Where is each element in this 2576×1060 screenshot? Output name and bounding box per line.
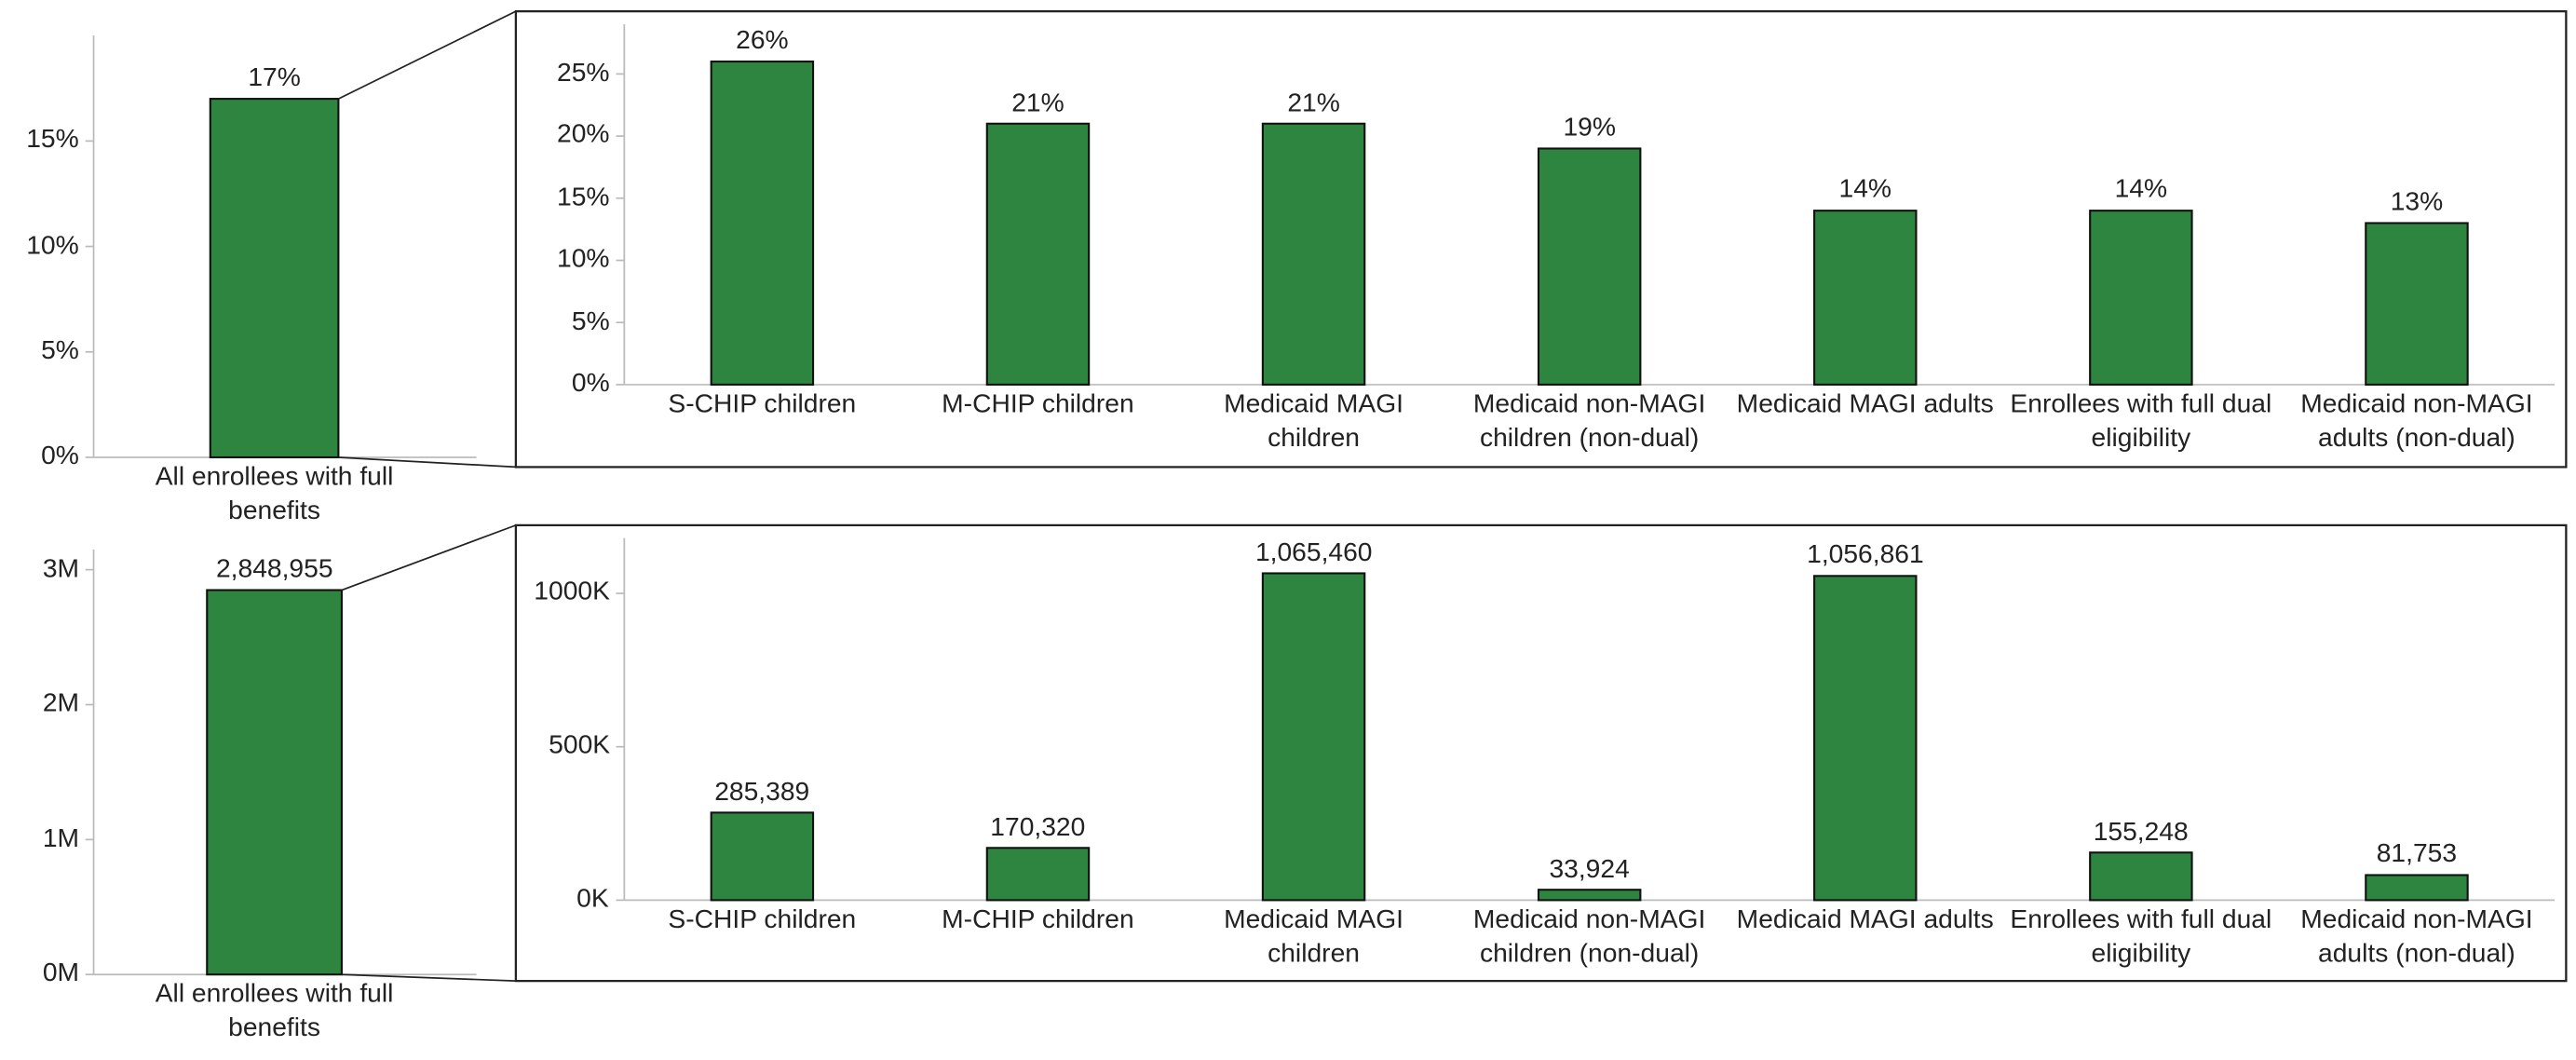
- panel-frame: [514, 523, 2568, 983]
- x-tick-label: Medicaid MAGI children: [1224, 906, 1404, 969]
- value-label: 2,848,955: [215, 556, 333, 584]
- bar: [1537, 147, 1642, 386]
- bar: [710, 811, 815, 902]
- value-label: 21%: [1011, 89, 1064, 117]
- y-tick-label: 2M: [42, 689, 80, 718]
- bar: [1813, 575, 1918, 902]
- zoom-connector: [341, 973, 516, 983]
- zoom-connector: [337, 10, 517, 100]
- x-tick-label: Medicaid non-MAGI adults (non-dual): [2300, 390, 2533, 453]
- y-tick-label: 0%: [571, 370, 610, 398]
- x-tick-label: S-CHIP children: [668, 390, 857, 419]
- bar: [1261, 122, 1366, 386]
- x-tick-label: Enrollees with full dual eligibility: [2010, 906, 2272, 969]
- x-tick-label: Enrollees with full dual eligibility: [2010, 390, 2272, 453]
- value-label: 21%: [1287, 89, 1340, 117]
- bar: [985, 847, 1091, 902]
- bar: [2089, 210, 2193, 386]
- value-label: 33,924: [1549, 855, 1630, 884]
- value-label: 13%: [2390, 189, 2444, 217]
- y-tick-label: 5%: [571, 307, 610, 336]
- bar: [1537, 889, 1642, 902]
- bar: [2365, 222, 2469, 386]
- x-tick-label: M-CHIP children: [942, 906, 1134, 934]
- x-tick-label: Medicaid non-MAGI children (non-dual): [1472, 390, 1706, 453]
- value-label: 81,753: [2376, 841, 2458, 869]
- bar: [1261, 572, 1366, 902]
- value-label: 26%: [736, 27, 789, 56]
- y-tick-label: 15%: [26, 126, 79, 155]
- y-tick-label: 10%: [556, 245, 610, 274]
- value-label: 14%: [1838, 176, 1892, 205]
- value-label: 1,056,861: [1807, 541, 1924, 570]
- y-tick-label: 10%: [26, 231, 79, 260]
- x-tick-label: Medicaid MAGI adults: [1736, 390, 1994, 419]
- panel-frame: [514, 10, 2568, 469]
- bar: [1813, 210, 1918, 386]
- value-label: 14%: [2114, 176, 2168, 205]
- bar: [985, 122, 1091, 386]
- value-label: 1,065,460: [1254, 539, 1373, 567]
- y-tick-label: 1000K: [534, 578, 610, 606]
- bar: [206, 589, 343, 976]
- y-tick-label: 3M: [42, 554, 80, 583]
- y-tick-label: 5%: [41, 337, 79, 365]
- x-tick-label: Medicaid MAGI children: [1224, 390, 1404, 453]
- y-tick-label: 20%: [556, 121, 610, 149]
- zoom-connector: [338, 456, 516, 469]
- x-tick-label: Medicaid non-MAGI children (non-dual): [1472, 906, 1706, 969]
- value-label: 19%: [1563, 114, 1616, 143]
- x-tick-label: Medicaid non-MAGI adults (non-dual): [2300, 906, 2533, 969]
- y-tick-label: 25%: [556, 59, 610, 88]
- x-tick-label: S-CHIP children: [668, 906, 857, 934]
- zoom-connector: [341, 524, 517, 591]
- y-tick-label: 0K: [576, 885, 609, 914]
- bar: [2089, 851, 2193, 902]
- y-tick-label: 1M: [42, 824, 80, 853]
- y-tick-label: 0%: [41, 442, 79, 470]
- value-label: 285,389: [714, 778, 810, 807]
- x-tick-label: Medicaid MAGI adults: [1736, 906, 1994, 934]
- y-tick-label: 500K: [549, 732, 611, 760]
- x-tick-label: All enrollees with full benefits: [155, 981, 394, 1043]
- bar: [710, 61, 815, 386]
- bar: [2365, 874, 2469, 902]
- x-tick-label: All enrollees with full benefits: [155, 463, 394, 525]
- value-label: 155,248: [2093, 818, 2189, 847]
- bar: [209, 98, 340, 459]
- y-tick-label: 0M: [42, 959, 80, 988]
- value-label: 170,320: [990, 813, 1086, 842]
- y-tick-label: 15%: [556, 183, 610, 211]
- x-tick-label: M-CHIP children: [942, 390, 1134, 419]
- value-label: 17%: [248, 64, 301, 93]
